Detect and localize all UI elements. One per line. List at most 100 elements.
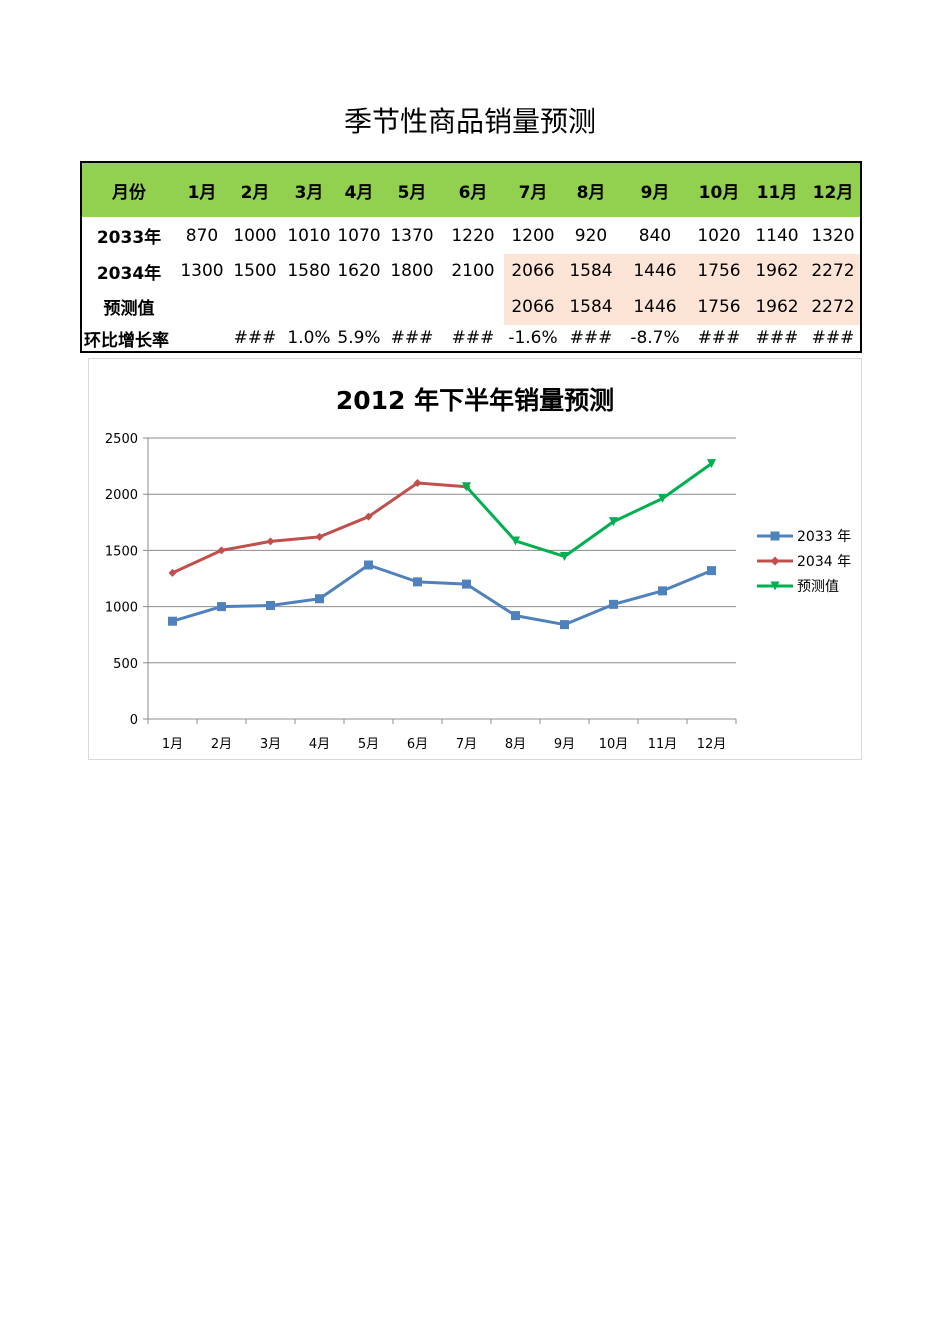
- row-label: 2033年: [96, 228, 162, 248]
- svg-text:2033 年: 2033 年: [797, 529, 851, 545]
- x-tick-label: 6月: [407, 737, 428, 752]
- gridlines: [148, 437, 736, 664]
- table-cell: ###: [697, 328, 741, 348]
- table-cell: 1300: [180, 261, 224, 281]
- table-cell: 2272: [806, 254, 860, 288]
- table-cell: [176, 325, 228, 351]
- table-cell: -1.6%: [508, 328, 558, 348]
- header-month: 5月: [397, 182, 427, 203]
- axes: 0 500 1000 1500 2000 2500 1月 2月 3月 4月 5月 6月 7月 8月 9月 10…: [105, 432, 737, 752]
- header-month: 8月: [576, 182, 606, 203]
- series-2: [462, 459, 716, 561]
- table-cell: [228, 288, 282, 325]
- svg-text:2034 年: 2034 年: [797, 554, 851, 570]
- table-cell: ###: [451, 328, 495, 348]
- table-cell: 2066: [504, 254, 562, 288]
- x-tick-label: 4月: [309, 737, 330, 752]
- header-month: 2月: [240, 182, 270, 203]
- x-tick-label: 8月: [505, 737, 526, 752]
- table-row: 2033年 870 1000 1010 1070 1370 1220 1200 920 840 10…: [82, 217, 860, 254]
- header-month: 6月: [458, 182, 488, 203]
- y-tick-label: 500: [113, 657, 138, 672]
- table-cell: [382, 288, 442, 325]
- table-cell: 1584: [562, 288, 620, 325]
- table-cell: 1584: [562, 254, 620, 288]
- legend-item: 2034 年: [757, 554, 851, 570]
- table-cell: ###: [390, 328, 434, 348]
- y-tick-label: 1500: [105, 544, 138, 559]
- y-tick-label: 2500: [105, 432, 138, 447]
- table-cell: 1020: [697, 225, 741, 246]
- table-cell: [336, 288, 382, 325]
- table-cell: 1370: [390, 225, 434, 246]
- row-label: 预测值: [103, 299, 155, 319]
- table-cell: 1070: [337, 225, 381, 246]
- x-tick-label: 11月: [648, 737, 678, 752]
- x-tick-label: 5月: [358, 737, 379, 752]
- table-cell: 1000: [233, 225, 277, 246]
- chart-title: 2012 年下半年销量预测: [336, 386, 614, 415]
- table-cell: 1962: [748, 254, 806, 288]
- table-cell: 1756: [690, 254, 748, 288]
- table-cell: 870: [185, 225, 219, 246]
- table-cell: 1446: [620, 254, 690, 288]
- table-cell: 1620: [337, 261, 381, 281]
- header-month: 10月: [698, 182, 740, 203]
- table-cell: [176, 288, 228, 325]
- header-month: 9月: [640, 182, 670, 203]
- x-tick-label: 7月: [456, 737, 477, 752]
- table-cell: ###: [569, 328, 613, 348]
- y-tick-label: 1000: [105, 601, 138, 616]
- table-cell: 840: [638, 225, 672, 246]
- table-cell: 1800: [390, 261, 434, 281]
- row-label: 2034年: [96, 263, 162, 284]
- table-cell: ###: [233, 328, 277, 348]
- sales-table: 月份 1月 2月 3月 4月 5月 6月 7月 8月 9月 10月 11月 12月 2033年 870 10…: [80, 161, 862, 353]
- table-row: 预测值 2066 1584 1446 1756 1962 2272: [82, 288, 860, 325]
- table-cell: [442, 288, 504, 325]
- table-cell: 5.9%: [337, 328, 381, 348]
- header-month: 1月: [187, 182, 217, 203]
- table-header-row: 月份 1月 2月 3月 4月 5月 6月 7月 8月 9月 10月 11月 12月: [82, 163, 860, 217]
- header-month: 12月: [812, 182, 854, 203]
- x-tick-label: 12月: [697, 737, 727, 752]
- y-tick-label: 2000: [105, 488, 138, 503]
- x-tick-label: 10月: [599, 737, 629, 752]
- header-month: 11月: [756, 182, 798, 203]
- chart-canvas: 2012 年下半年销量预测 0 500 1000 1500 2000 2500 1月 2月 3月…: [105, 386, 851, 752]
- table-cell: 1500: [233, 261, 277, 281]
- table-cell: 1.0%: [287, 328, 331, 348]
- header-month: 7月: [518, 182, 548, 203]
- table-cell: -8.7%: [630, 328, 680, 348]
- table-row: 2034年 1300 1500 1580 1620 1800 2100 2066 1584 144…: [82, 254, 860, 288]
- table-cell: [282, 288, 336, 325]
- table-cell: 1010: [287, 225, 331, 246]
- series-lines: [168, 459, 716, 630]
- series-0: [168, 560, 716, 630]
- table-cell: 1756: [690, 288, 748, 325]
- svg-text:预测值: 预测值: [797, 579, 839, 595]
- table-cell: 1140: [755, 225, 799, 246]
- table-cell: ###: [755, 328, 799, 348]
- table-cell: 1580: [287, 261, 331, 281]
- table-cell: 1320: [811, 225, 855, 246]
- x-tick-label: 1月: [162, 737, 183, 752]
- y-tick-label: 0: [130, 713, 138, 728]
- x-tick-label: 2月: [211, 737, 232, 752]
- table-cell: 920: [574, 225, 608, 246]
- table-cell: 1200: [511, 225, 555, 246]
- table-cell: ###: [811, 328, 855, 348]
- header-month: 3月: [294, 182, 324, 203]
- table-cell: 1962: [748, 288, 806, 325]
- x-tick-label: 9月: [554, 737, 575, 752]
- legend-item: 预测值: [757, 579, 839, 595]
- table-cell: 2100: [451, 261, 495, 281]
- line-chart: 2012 年下半年销量预测 0 500 1000 1500 2000 2500 1月 2月 3月…: [88, 358, 862, 760]
- x-tick-label: 3月: [260, 737, 281, 752]
- header-month: 4月: [344, 182, 374, 203]
- page-title: 季节性商品销量预测: [343, 105, 596, 138]
- legend-item: 2033 年: [757, 529, 851, 545]
- table-row: 环比增长率 ### 1.0% 5.9% ### ### -1.6% ### -8.7% ### ##…: [82, 325, 860, 351]
- table-cell: 1446: [620, 288, 690, 325]
